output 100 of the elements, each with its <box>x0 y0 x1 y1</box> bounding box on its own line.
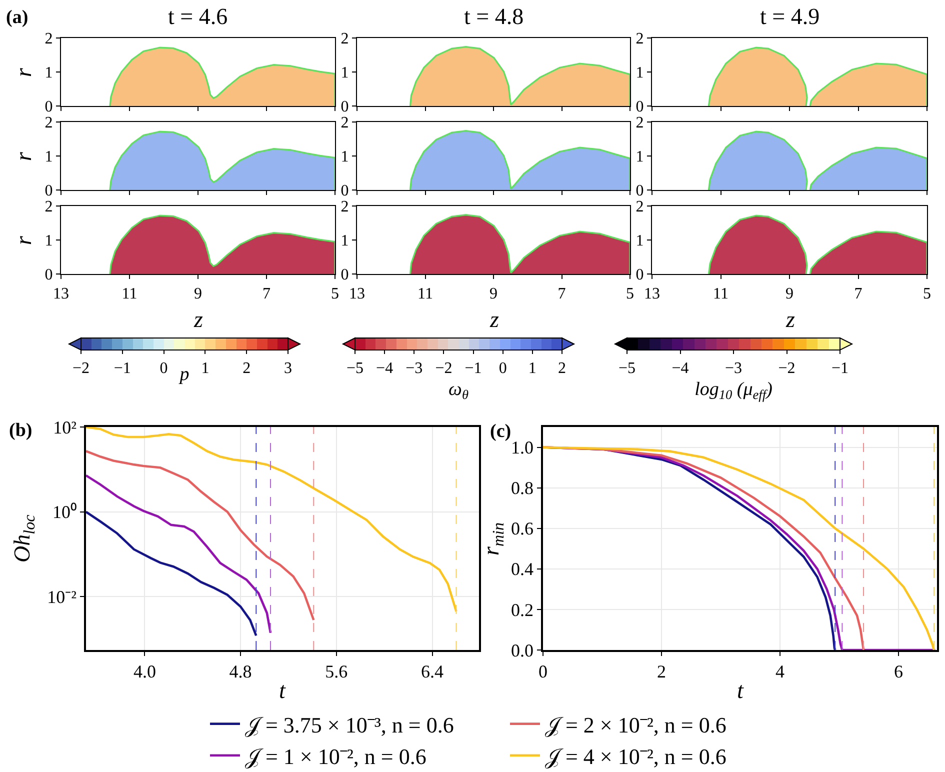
x-tick-label: 4 <box>775 662 784 682</box>
chart-title: t = 4.6 <box>168 4 228 29</box>
line-series <box>86 510 258 637</box>
x-axis-title: z <box>785 307 795 332</box>
y-tick-label: 1 <box>340 232 349 250</box>
x-tick-label: 6 <box>894 662 903 682</box>
color-bar-label: −3 <box>406 360 423 378</box>
y-tick-label: 0 <box>340 266 349 284</box>
y-tick-label: 0 <box>340 98 349 116</box>
y-tick-label: 2 <box>44 30 53 48</box>
color-bar-label: 1 <box>201 360 210 378</box>
x-tick-label: 7 <box>262 285 270 302</box>
y-tick-label: 0 <box>636 98 644 116</box>
y-axis-title: r <box>11 151 36 161</box>
y-tick-label: 1 <box>44 232 53 250</box>
x-tick-label: 5 <box>331 285 339 302</box>
color-bar-label: −2 <box>435 360 452 378</box>
x-tick-label: 4.8 <box>229 662 252 682</box>
y-tick-label: 10² <box>53 417 76 438</box>
color-bar-title: log$_{10}$ (μ$_{eff}$) <box>694 379 772 402</box>
line-series <box>86 427 458 612</box>
y-axis-title: r <box>11 235 36 245</box>
y-tick-label: 2 <box>340 30 349 48</box>
y-tick-label: 0.6 <box>511 518 534 539</box>
x-tick-label: 9 <box>786 285 794 302</box>
x-tick-label: 13 <box>349 285 365 302</box>
y-tick-label: 2 <box>636 30 644 48</box>
chart-title: t = 4.9 <box>760 4 820 29</box>
x-axis-title: z <box>489 307 499 332</box>
color-bar-label: −5 <box>346 360 364 378</box>
y-tick-label: 2 <box>44 114 53 132</box>
y-tick-label: 1 <box>636 148 644 166</box>
x-tick-label: 0 <box>538 662 548 682</box>
color-bar-label: −2 <box>72 360 90 378</box>
y-tick-label: 2 <box>340 198 349 216</box>
x-tick-label: 5.6 <box>325 662 348 682</box>
y-tick-label: 0 <box>636 182 644 200</box>
color-bar-label: −2 <box>778 360 796 378</box>
y-tick-label: 2 <box>340 114 349 132</box>
x-tick-label: 2 <box>657 662 666 682</box>
color-bar-label: −5 <box>618 360 636 378</box>
y-tick-label: 0 <box>636 266 644 284</box>
y-tick-label: 1 <box>44 64 53 82</box>
x-tick-label: 11 <box>418 285 433 302</box>
color-bar-label: −3 <box>724 360 742 378</box>
color-bar-title: p <box>178 364 190 385</box>
y-tick-label: 10⁰ <box>52 502 76 522</box>
text: (b) <box>9 420 32 441</box>
x-tick-label: 11 <box>122 285 138 302</box>
color-bar-label: −1 <box>831 360 849 378</box>
color-bar-label: 0 <box>160 360 168 378</box>
y-tick-label: 1.0 <box>511 438 534 458</box>
y-tick-label: 2 <box>636 198 644 216</box>
y-tick-label: 1 <box>340 64 349 82</box>
x-tick-label: 13 <box>644 285 660 302</box>
y-tick-label: 0 <box>44 98 53 116</box>
y-tick-label: 10⁻² <box>47 586 76 607</box>
color-bar-label: −1 <box>464 360 482 378</box>
color-bar-label: −4 <box>672 360 689 378</box>
x-tick-label: 7 <box>558 285 566 302</box>
y-tick-label: 1 <box>340 148 349 166</box>
x-tick-label: 9 <box>490 285 498 302</box>
y-tick-label: 0.0 <box>511 640 534 660</box>
x-tick-label: 13 <box>53 285 69 302</box>
x-tick-label: 6.4 <box>421 662 444 682</box>
line-series <box>86 474 272 634</box>
x-tick-label: 4.0 <box>133 662 156 682</box>
legend-label: 𝒥 = 4 × 10⁻², n = 0.6 <box>545 744 726 769</box>
y-tick-label: 0 <box>44 266 53 284</box>
y-tick-label: 2 <box>44 198 53 216</box>
x-tick-label: 11 <box>713 285 728 302</box>
x-tick-label: 7 <box>854 285 862 302</box>
color-bar-label: −4 <box>376 360 394 378</box>
y-tick-label: 1 <box>636 232 644 250</box>
y-tick-label: 0 <box>44 182 53 200</box>
text: (c) <box>490 421 512 442</box>
y-tick-label: 0.4 <box>511 559 534 580</box>
line-series <box>86 450 315 622</box>
color-bar-label: 3 <box>284 360 292 378</box>
legend-label: 𝒥 = 2 × 10⁻², n = 0.6 <box>545 712 726 738</box>
color-bar-label: 2 <box>242 360 251 378</box>
color-bar-label: 0 <box>498 360 507 378</box>
legend-label: 𝒥 = 3.75 × 10⁻³, n = 0.6 <box>245 712 454 738</box>
y-tick-label: 0.8 <box>511 478 534 498</box>
y-axis-title: r <box>11 67 36 77</box>
y-tick-label: 1 <box>44 148 53 166</box>
y-tick-label: 1 <box>636 64 644 82</box>
x-axis-title: z <box>193 307 203 332</box>
color-bar-title: ω$_{θ}$ <box>448 379 469 402</box>
legend-label: 𝒥 = 1 × 10⁻², n = 0.6 <box>245 744 426 769</box>
chart-title: t = 4.8 <box>464 4 524 29</box>
x-axis-title: t <box>279 678 286 703</box>
text: (a) <box>6 7 28 28</box>
y-tick-label: 2 <box>636 114 644 132</box>
x-tick-label: 9 <box>194 285 202 302</box>
x-tick-label: 5 <box>923 285 931 302</box>
color-bar-label: 2 <box>558 360 566 378</box>
x-tick-label: 5 <box>626 285 634 302</box>
color-bar-label: −1 <box>114 360 131 378</box>
x-axis-title: t <box>737 678 744 703</box>
